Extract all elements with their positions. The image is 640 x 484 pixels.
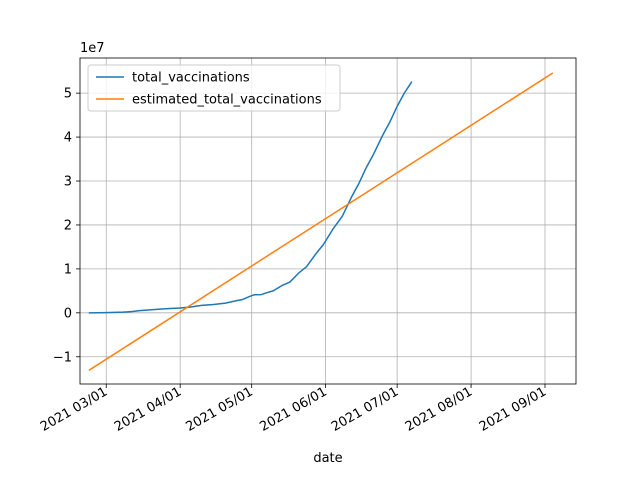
x-tick-label: 2021 05/01 xyxy=(184,384,256,434)
y-tick-label: 4 xyxy=(64,131,72,146)
legend-label: estimated_total_vaccinations xyxy=(132,93,322,108)
series-line-estimated-total-vaccinations xyxy=(88,72,554,371)
x-tick-label: 2021 06/01 xyxy=(257,384,329,434)
x-tick-label: 2021 08/01 xyxy=(403,384,475,434)
plot-frame xyxy=(79,57,577,385)
legend-label: total_vaccinations xyxy=(132,71,250,86)
x-axis-ticks: 2021 03/01 2021 04/01 2021 05/01 2021 06/01… xyxy=(38,384,549,435)
y-tick-label: 3 xyxy=(64,175,72,190)
x-axis-label: date xyxy=(313,451,342,466)
y-offset-label: 1e7 xyxy=(80,41,105,56)
legend: total_vaccinations estimated_total_vaccin… xyxy=(87,64,341,112)
series-line-total-vaccinations xyxy=(88,81,413,314)
y-tick-label: 0 xyxy=(64,306,72,321)
y-tick-label: 1 xyxy=(64,262,72,277)
x-tick-label: 2021 07/01 xyxy=(329,384,401,434)
x-tick-label: 2021 04/01 xyxy=(112,384,184,434)
x-tick-label: 2021 09/01 xyxy=(477,384,549,434)
y-tick-label: 5 xyxy=(64,87,72,102)
y-tick-label: −1 xyxy=(53,350,72,365)
y-tick-label: 2 xyxy=(64,218,72,233)
series-lines xyxy=(88,72,554,371)
legend-box xyxy=(87,64,341,112)
x-tick-label: 2021 03/01 xyxy=(38,384,110,434)
y-axis-ticks: −1 0 1 2 3 4 5 xyxy=(53,87,80,365)
